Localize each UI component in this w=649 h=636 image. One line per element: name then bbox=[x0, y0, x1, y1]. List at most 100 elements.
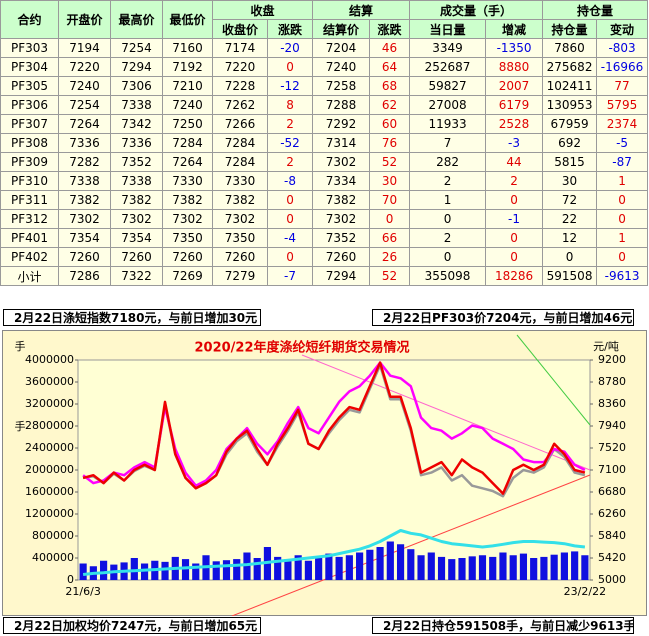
value-cell: 6179 bbox=[485, 95, 544, 115]
value-cell: 7336 bbox=[58, 133, 111, 153]
y-tick-label: 1200000 bbox=[25, 507, 74, 520]
value-cell: 2 bbox=[409, 228, 487, 248]
contract-cell: PF312 bbox=[0, 209, 59, 229]
volume-bar bbox=[427, 552, 435, 580]
value-cell: 130953 bbox=[542, 95, 598, 115]
note: 2月22日PF303价7204元，与前日增加46元 bbox=[372, 309, 634, 326]
value-cell: -7 bbox=[266, 266, 314, 286]
trend-line bbox=[301, 354, 591, 471]
chart: 2020/22年度涤纶短纤期货交易情况 手 手 元/吨 0 400000 80000… bbox=[2, 330, 647, 616]
y2-tick-label: 7520 bbox=[598, 441, 626, 454]
value-cell: -803 bbox=[596, 38, 649, 58]
value-cell: 7382 bbox=[212, 190, 268, 210]
volume-bar bbox=[212, 561, 220, 580]
y-tick-label: 4000000 bbox=[25, 353, 74, 366]
value-cell: 7382 bbox=[162, 190, 213, 210]
note: 2月22日持仓591508手，与前日减少9613手 bbox=[372, 617, 634, 634]
value-cell: 7302 bbox=[110, 209, 163, 229]
volume-bar bbox=[356, 552, 364, 580]
chart-title: 2020/22年度涤纶短纤期货交易情况 bbox=[194, 340, 409, 356]
trend-line bbox=[516, 334, 591, 426]
contract-cell: PF309 bbox=[0, 152, 59, 172]
value-cell: 60 bbox=[369, 114, 411, 134]
x-tick-label: 23/2/22 bbox=[564, 585, 606, 598]
y2-tick-label: 5420 bbox=[598, 551, 626, 564]
value-cell: 70 bbox=[369, 190, 411, 210]
column-header: 持仓量 bbox=[542, 0, 649, 20]
column-header: 最高价 bbox=[110, 0, 163, 39]
value-cell: 0 bbox=[266, 209, 314, 229]
volume-bar bbox=[161, 561, 169, 580]
y-tick-label: 1600000 bbox=[25, 485, 74, 498]
value-cell: 7292 bbox=[312, 114, 371, 134]
value-cell: 7302 bbox=[162, 209, 213, 229]
value-cell: 7160 bbox=[162, 38, 213, 58]
column-header: 合约 bbox=[0, 0, 59, 39]
contract-cell: PF305 bbox=[0, 76, 59, 96]
value-cell: 102411 bbox=[542, 76, 598, 96]
value-cell: 7254 bbox=[58, 95, 111, 115]
value-cell: 1 bbox=[409, 190, 487, 210]
quote-table: 合约 开盘价 最高价 最低价 收盘 结算 成交量（手） 持仓量 收盘价 涨跌 结算价 涨跌 当日量 增减持… bbox=[0, 0, 649, 286]
series-line bbox=[82, 361, 586, 495]
x-tick-label: 21/6/3 bbox=[65, 585, 100, 598]
value-cell: 7352 bbox=[110, 152, 163, 172]
volume-bar bbox=[509, 555, 517, 580]
volume-bar bbox=[345, 555, 353, 580]
value-cell: 7264 bbox=[162, 152, 213, 172]
value-cell: 0 bbox=[369, 209, 411, 229]
value-cell: 66 bbox=[369, 228, 411, 248]
value-cell: 7240 bbox=[162, 95, 213, 115]
y-tick-label: 400000 bbox=[32, 551, 74, 564]
volume-bar bbox=[335, 556, 343, 580]
value-cell: 0 bbox=[485, 247, 544, 267]
y2-tick-label: 8360 bbox=[598, 397, 626, 410]
value-cell: -5 bbox=[596, 133, 649, 153]
volume-bar bbox=[437, 556, 446, 580]
y-tick-label: 2400000 bbox=[25, 441, 74, 454]
value-cell: 7250 bbox=[162, 114, 213, 134]
value-cell: -52 bbox=[266, 133, 314, 153]
volume-bar bbox=[468, 556, 476, 580]
value-cell: 44 bbox=[485, 152, 544, 172]
column-header: 收盘 bbox=[211, 0, 314, 20]
value-cell: 7220 bbox=[212, 57, 268, 77]
value-cell: 2374 bbox=[596, 114, 649, 134]
value-cell: 12 bbox=[542, 228, 598, 248]
value-cell: 7262 bbox=[212, 95, 268, 115]
value-cell: 7354 bbox=[58, 228, 111, 248]
value-cell: 8 bbox=[266, 95, 314, 115]
volume-bar bbox=[140, 563, 149, 580]
value-cell: 0 bbox=[485, 190, 544, 210]
value-cell: 64 bbox=[369, 57, 411, 77]
y2-tick-label: 8780 bbox=[598, 375, 626, 388]
y-tick-label: 800000 bbox=[32, 529, 74, 542]
value-cell: 591508 bbox=[542, 266, 598, 286]
value-cell: 22 bbox=[542, 209, 598, 229]
column-subheader: 当日量 bbox=[409, 19, 487, 39]
volume-bar bbox=[181, 559, 190, 580]
value-cell: 0 bbox=[266, 190, 314, 210]
volume-bar bbox=[530, 558, 538, 580]
value-cell: 7260 bbox=[312, 247, 371, 267]
value-cell: -1350 bbox=[485, 38, 544, 58]
value-cell: -1 bbox=[485, 209, 544, 229]
value-cell: 52 bbox=[369, 266, 411, 286]
value-cell: -3 bbox=[485, 133, 544, 153]
contract-cell: 小计 bbox=[0, 266, 59, 286]
y-tick-label: 2800000 bbox=[25, 419, 74, 432]
value-cell: 7306 bbox=[110, 76, 163, 96]
value-cell: 0 bbox=[485, 228, 544, 248]
value-cell: 7269 bbox=[162, 266, 213, 286]
column-subheader: 增减 bbox=[485, 19, 544, 39]
note: 2月22日涤短指数7180元，与前日增加30元 bbox=[3, 309, 261, 326]
value-cell: 2 bbox=[485, 171, 544, 191]
volume-bar bbox=[540, 556, 548, 580]
value-cell: 7302 bbox=[212, 209, 268, 229]
value-cell: 7194 bbox=[58, 38, 111, 58]
y-tick-label: 3200000 bbox=[25, 397, 74, 410]
value-cell: -20 bbox=[266, 38, 314, 58]
value-cell: 7350 bbox=[162, 228, 213, 248]
value-cell: -16966 bbox=[596, 57, 649, 77]
